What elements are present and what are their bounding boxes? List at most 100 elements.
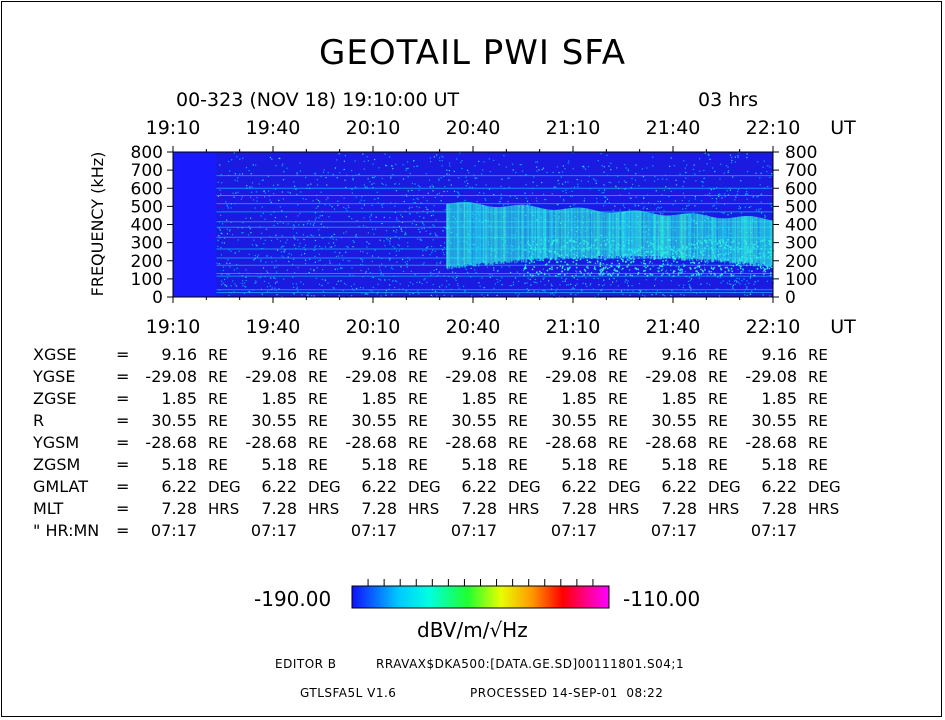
- orbit-equals: =: [116, 521, 130, 540]
- orbit-unit: RE: [708, 434, 728, 452]
- orbit-unit: RE: [408, 390, 428, 408]
- orbit-unit: DEG: [408, 478, 441, 496]
- duration-label: 03 hrs: [698, 89, 758, 111]
- y-tick-left: 700: [131, 161, 163, 181]
- y-tick-right: 0: [785, 288, 796, 308]
- orbit-unit: RE: [408, 346, 428, 364]
- orbit-value: -29.08: [545, 367, 597, 386]
- orbit-value: -28.68: [145, 433, 197, 452]
- orbit-unit: RE: [308, 456, 328, 474]
- x-tick-top-4: 21:10: [545, 117, 601, 139]
- orbit-value: 1.85: [761, 389, 797, 408]
- orbit-unit: RE: [308, 412, 328, 430]
- orbit-unit: RE: [508, 434, 528, 452]
- orbit-value: 30.55: [151, 411, 197, 430]
- orbit-value: 7.28: [661, 499, 697, 518]
- orbit-unit: HRS: [508, 500, 540, 518]
- colorbar: [351, 579, 610, 609]
- x-tick-bottom-3: 20:40: [445, 316, 501, 338]
- y-tick-right: 700: [785, 161, 817, 181]
- orbit-value: -29.08: [745, 367, 797, 386]
- x-tick-bottom-5: 21:40: [645, 316, 701, 338]
- orbit-value: 07:17: [750, 521, 797, 540]
- orbit-value: 07:17: [350, 521, 397, 540]
- x-unit-top: UT: [830, 117, 856, 139]
- orbit-equals: =: [116, 367, 130, 386]
- y-axis-label: FREQUENCY (kHz): [88, 152, 107, 297]
- x-axis-ticks: [172, 146, 774, 303]
- orbit-value: -28.68: [745, 433, 797, 452]
- orbit-unit: RE: [808, 434, 828, 452]
- orbit-unit: RE: [608, 434, 628, 452]
- spectrogram-data-gap: [173, 152, 217, 297]
- orbit-unit: RE: [608, 412, 628, 430]
- orbit-unit: RE: [508, 456, 528, 474]
- orbit-unit: RE: [808, 368, 828, 386]
- orbit-param-label: R: [33, 411, 45, 430]
- orbit-unit: RE: [708, 390, 728, 408]
- date-header: 00-323 (NOV 18) 19:10:00 UT: [176, 89, 460, 111]
- orbit-value: 7.28: [461, 499, 497, 518]
- orbit-value: 9.16: [761, 345, 797, 364]
- orbit-unit: RE: [208, 368, 228, 386]
- orbit-unit: DEG: [808, 478, 841, 496]
- orbit-equals: =: [116, 433, 130, 452]
- y-tick-right: 800: [785, 143, 817, 163]
- orbit-value: 6.22: [661, 477, 697, 496]
- orbit-value: 9.16: [661, 345, 697, 364]
- orbit-param-label: MLT: [33, 499, 64, 518]
- orbit-value: 9.16: [161, 345, 197, 364]
- orbit-value: 30.55: [451, 411, 497, 430]
- orbit-param-label: GMLAT: [33, 477, 88, 496]
- orbit-unit: RE: [408, 456, 428, 474]
- orbit-value: 6.22: [361, 477, 397, 496]
- orbit-value: 07:17: [150, 521, 197, 540]
- orbit-value: 5.18: [561, 455, 597, 474]
- orbit-value: 5.18: [261, 455, 297, 474]
- orbit-param-label: ZGSE: [33, 389, 77, 408]
- orbit-unit: RE: [508, 390, 528, 408]
- orbit-value: 7.28: [161, 499, 197, 518]
- orbit-unit: RE: [208, 346, 228, 364]
- orbit-value: -28.68: [245, 433, 297, 452]
- orbit-unit: HRS: [708, 500, 740, 518]
- orbit-value: -29.08: [445, 367, 497, 386]
- orbit-value: 30.55: [751, 411, 797, 430]
- y-tick-right: 600: [785, 179, 817, 199]
- y-tick-left: 200: [131, 252, 163, 272]
- orbit-param-label: ZGSM: [33, 455, 81, 474]
- orbit-param-label: YGSM: [33, 433, 80, 452]
- colorbar-unit: dBV/m/√Hz: [417, 618, 528, 642]
- processed-timestamp: PROCESSED 14-SEP-01 08:22: [470, 686, 664, 700]
- orbit-param-label: YGSE: [33, 367, 76, 386]
- orbit-value: 6.22: [461, 477, 497, 496]
- orbit-unit: DEG: [608, 478, 641, 496]
- orbit-unit: RE: [408, 412, 428, 430]
- orbit-unit: RE: [708, 412, 728, 430]
- orbit-value: -28.68: [445, 433, 497, 452]
- x-tick-bottom-0: 19:10: [145, 316, 201, 338]
- orbit-unit: RE: [808, 390, 828, 408]
- x-tick-bottom-2: 20:10: [345, 316, 401, 338]
- orbit-value: 1.85: [261, 389, 297, 408]
- orbit-unit: RE: [408, 434, 428, 452]
- orbit-value: -29.08: [645, 367, 697, 386]
- y-tick-right: 300: [785, 234, 817, 254]
- orbit-value: 9.16: [561, 345, 597, 364]
- orbit-value: 1.85: [461, 389, 497, 408]
- orbit-unit: RE: [208, 412, 228, 430]
- orbit-unit: RE: [608, 390, 628, 408]
- colorbar-max-label: -110.00: [623, 587, 701, 611]
- orbit-unit: DEG: [208, 478, 241, 496]
- orbit-value: 6.22: [161, 477, 197, 496]
- y-tick-right: 200: [785, 252, 817, 272]
- orbit-value: 1.85: [561, 389, 597, 408]
- y-tick-left: 800: [131, 143, 163, 163]
- orbit-unit: RE: [708, 456, 728, 474]
- y-tick-left: 300: [131, 234, 163, 254]
- orbit-unit: RE: [708, 368, 728, 386]
- orbit-param-label: " HR:MN: [33, 521, 100, 540]
- x-tick-top-2: 20:10: [345, 117, 401, 139]
- orbit-unit: RE: [608, 346, 628, 364]
